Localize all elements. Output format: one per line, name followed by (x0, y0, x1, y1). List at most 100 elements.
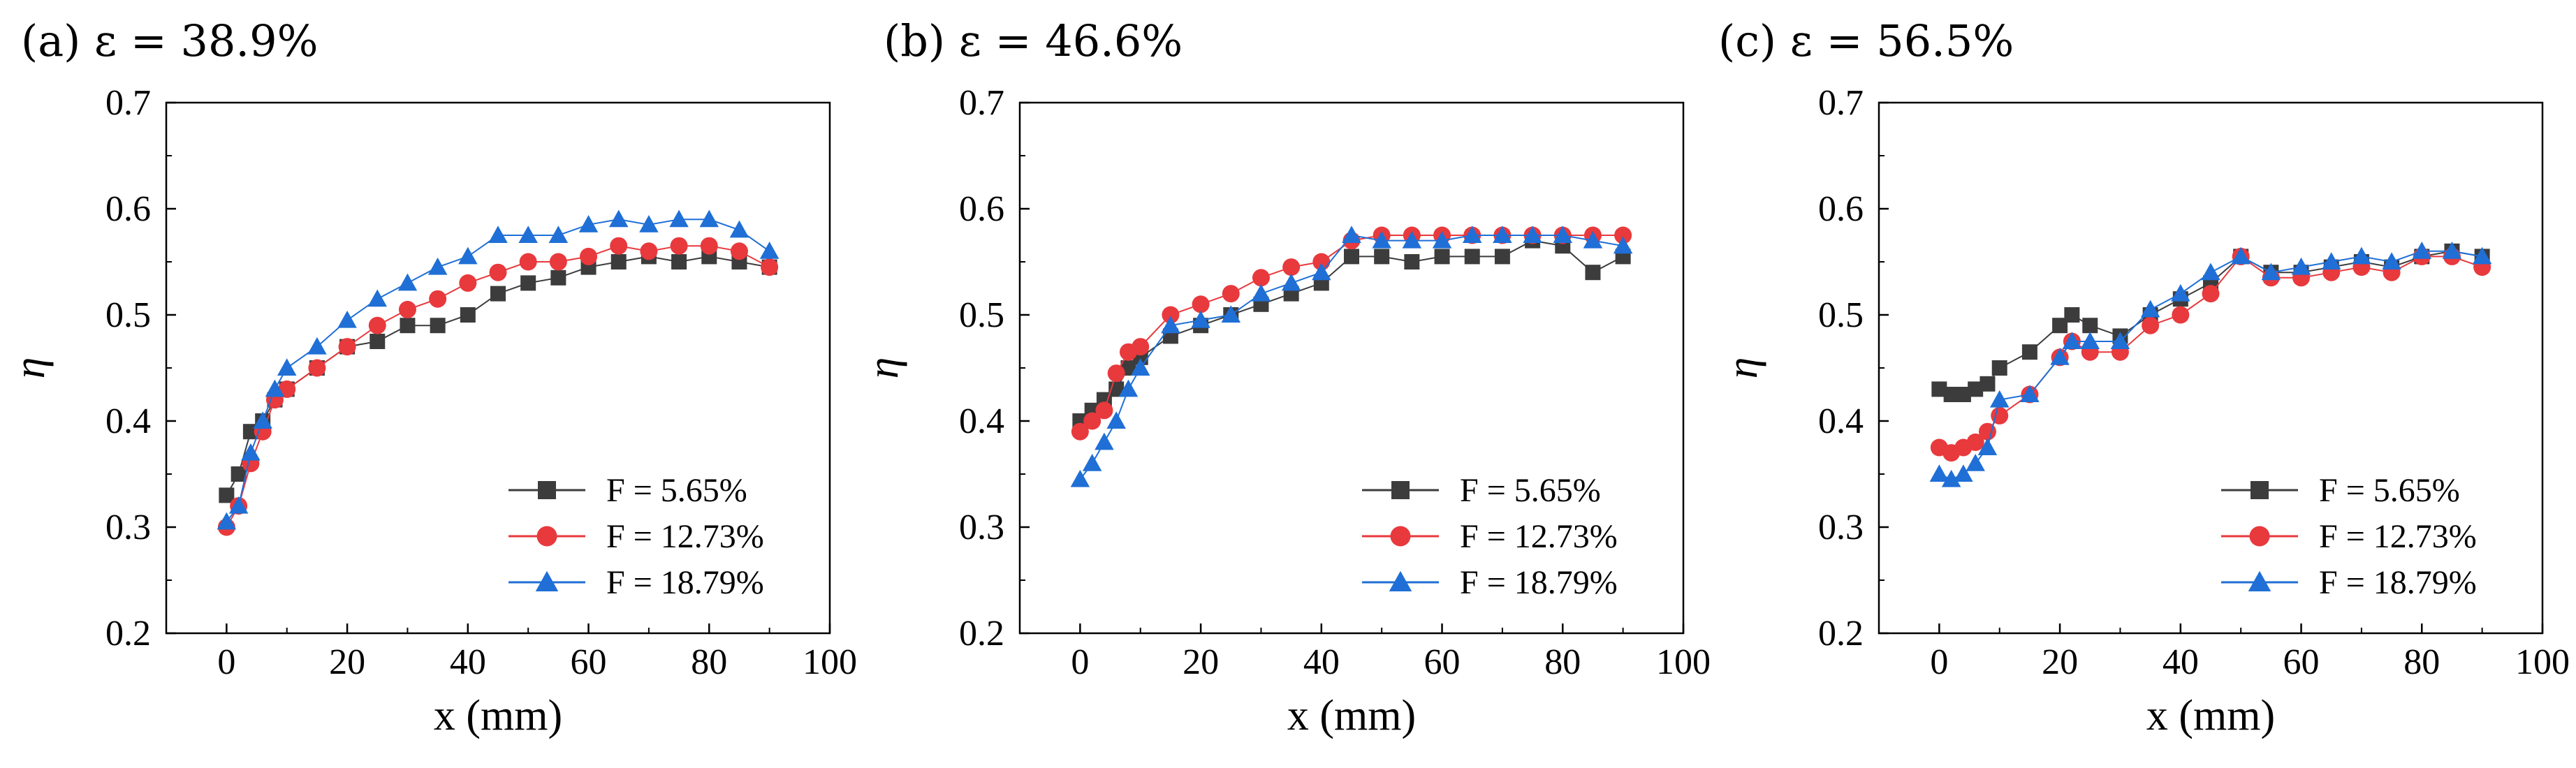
data-point (2201, 263, 2220, 281)
data-point (2261, 263, 2281, 281)
data-point (1402, 230, 1422, 249)
data-point (2140, 300, 2160, 318)
data-point (1991, 360, 2007, 376)
x-tick-label: 80 (691, 642, 727, 682)
data-point (2442, 242, 2462, 259)
x-tick-label: 20 (2042, 642, 2078, 682)
data-point (1966, 454, 1985, 471)
series-line (1079, 235, 1623, 432)
data-point (1941, 469, 1961, 487)
data-point (1342, 226, 1361, 243)
data-point (460, 307, 476, 323)
data-point (2050, 348, 2070, 365)
data-point (219, 487, 235, 503)
data-point (518, 226, 538, 243)
data-point (1162, 306, 1180, 324)
data-point (277, 358, 297, 376)
y-tick-label: 0.7 (959, 83, 1004, 123)
data-point (729, 220, 749, 238)
x-tick-label: 100 (1656, 642, 1711, 682)
data-point (1083, 412, 1102, 430)
data-point (430, 318, 446, 334)
data-point (1929, 464, 1949, 482)
data-point (1585, 265, 1601, 281)
data-point (2064, 307, 2080, 323)
y-axis-label: η (6, 357, 54, 379)
data-point (1978, 422, 1996, 441)
legend-marker (1391, 481, 1410, 499)
data-point (2080, 332, 2100, 349)
data-point (2020, 385, 2040, 402)
data-point (2472, 246, 2492, 265)
data-point (1553, 226, 1573, 243)
legend-marker (538, 481, 556, 499)
y-tick-label: 0.6 (105, 189, 151, 229)
legend-entry: F = 12.73% (508, 518, 764, 555)
x-tick-label: 40 (450, 642, 486, 682)
data-point (1991, 406, 2009, 424)
data-point (1281, 273, 1301, 291)
legend-label: F = 18.79% (606, 564, 764, 601)
y-tick-label: 0.3 (959, 508, 1004, 547)
data-point (458, 246, 478, 265)
x-tick-label: 100 (803, 642, 857, 682)
data-point (761, 258, 779, 276)
data-point (2172, 306, 2190, 324)
data-point (1372, 230, 1391, 249)
x-tick-label: 20 (1183, 642, 1219, 682)
data-point (1931, 381, 1947, 397)
data-point (1523, 226, 1542, 243)
x-tick-label: 20 (329, 642, 365, 682)
data-point (1462, 226, 1482, 243)
y-axis-label: η (860, 357, 907, 379)
legend-label: F = 5.65% (2319, 472, 2460, 509)
x-axis-label: x (mm) (1287, 692, 1416, 739)
data-point (1130, 358, 1150, 376)
legend-marker (2249, 526, 2270, 547)
series-3 (1929, 242, 2492, 487)
data-point (699, 209, 719, 228)
data-point (520, 275, 536, 291)
legend-entry: F = 18.79% (2221, 564, 2477, 601)
data-point (2321, 252, 2341, 269)
data-point (2021, 344, 2037, 360)
legend-marker (535, 570, 559, 591)
data-point (1966, 433, 1984, 451)
legend-entry: F = 12.73% (2221, 518, 2477, 555)
series-line (226, 219, 770, 523)
data-point (1107, 364, 1125, 383)
series-2 (217, 237, 779, 536)
y-tick-label: 0.2 (1818, 614, 1864, 653)
x-tick-label: 100 (2515, 642, 2570, 682)
data-point (1344, 249, 1359, 265)
x-tick-label: 40 (1303, 642, 1340, 682)
x-axis-label: x (mm) (434, 692, 562, 739)
data-point (1954, 464, 1973, 482)
legend-label: F = 12.73% (606, 518, 764, 555)
panel-title: (b) ε = 46.6% (884, 15, 1183, 66)
data-point (1583, 230, 1603, 249)
data-point (308, 359, 326, 377)
data-point (1404, 254, 1420, 269)
y-tick-label: 0.5 (105, 295, 151, 335)
panel-title: (a) ε = 38.9% (21, 15, 319, 66)
y-axis-label: η (1719, 357, 1766, 379)
x-tick-label: 0 (217, 642, 235, 682)
data-point (241, 443, 261, 461)
data-point (578, 215, 599, 232)
data-point (1192, 295, 1210, 313)
data-point (2171, 283, 2190, 302)
data-point (1464, 249, 1480, 265)
legend-marker (2248, 570, 2271, 591)
data-point (398, 300, 416, 318)
data-point (1614, 226, 1632, 244)
legend-entry: F = 5.65% (2221, 472, 2460, 509)
data-point (608, 209, 629, 228)
data-point (459, 274, 477, 292)
legend-label: F = 12.73% (2319, 518, 2477, 555)
panel-c: (c) ε = 56.5% 0 20 40 60 80 100 0.2 0.3 0.4 0.5 0.6… (1718, 15, 2570, 739)
data-point (549, 253, 567, 271)
data-point (228, 496, 249, 514)
data-point (519, 253, 537, 271)
data-point (759, 242, 780, 259)
